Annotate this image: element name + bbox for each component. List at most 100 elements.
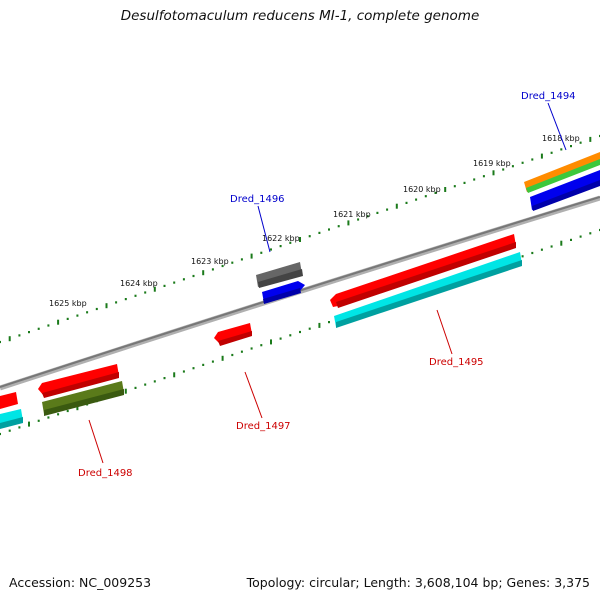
tick-label-1618: 1618 kbp [542,134,580,143]
inner-minor-tick [550,245,553,248]
feature-green[interactable] [526,159,600,193]
outer-minor-tick [473,178,476,181]
outer-minor-tick [579,141,582,144]
inner-major-tick [28,421,30,427]
inner-major-tick [221,355,224,361]
outer-minor-tick [521,161,524,164]
inner-minor-tick [570,238,572,241]
outer-minor-tick [570,145,572,148]
outer-minor-tick [415,198,418,201]
outer-major-tick [250,253,253,259]
outer-minor-tick [192,274,195,278]
feature-red-1497[interactable] [214,323,252,344]
outer-minor-tick [560,148,563,151]
outer-major-tick [153,286,156,292]
inner-minor-tick [231,353,234,357]
outer-minor-tick [37,327,40,330]
inner-minor-tick [250,347,253,350]
gene-label-dred-1496[interactable]: Dred_1496 [230,194,285,205]
gene-label-dred-1497[interactable]: Dred_1497 [236,421,291,432]
outer-minor-tick [144,291,147,294]
inner-minor-tick [240,350,243,353]
inner-minor-tick [308,327,311,330]
outer-minor-tick [28,331,30,334]
inner-minor-tick [279,337,282,340]
inner-major-tick [318,322,321,328]
tick-label-1622: 1622 kbp [262,234,300,243]
outer-minor-tick [482,175,485,178]
gene-label-dred-1498[interactable]: Dred_1498 [78,468,133,479]
outer-major-tick [299,237,301,242]
outer-minor-tick [76,314,79,317]
feature-red-left-edge[interactable] [0,392,18,409]
outer-minor-tick [240,258,243,261]
map-title: Desulfotomaculum reducens MI-1, complete… [120,8,480,24]
outer-major-tick [492,170,495,176]
inner-minor-tick [134,386,137,389]
outer-minor-tick [134,294,137,297]
outer-minor-tick [531,158,534,161]
outer-minor-tick [95,307,98,311]
inner-minor-tick [579,235,582,238]
outer-minor-tick [405,201,408,204]
outer-minor-tick [318,231,321,234]
inner-minor-tick [8,429,11,432]
outer-minor-tick [550,151,553,154]
outer-minor-tick [289,241,292,244]
outer-minor-tick [463,181,466,184]
inner-minor-tick [328,321,330,324]
inner-major-tick [76,405,79,411]
outer-minor-tick [260,251,263,254]
outer-minor-tick [328,228,330,231]
callout-lines [88,102,567,464]
outer-minor-tick [270,248,272,251]
outer-minor-tick [221,264,224,268]
inner-minor-tick [540,248,543,251]
inner-major-tick [270,339,272,345]
outer-tick-track [0,134,600,344]
outer-minor-tick [337,225,340,228]
outer-minor-tick [231,261,234,264]
inner-minor-tick [163,377,166,380]
outer-minor-tick [357,218,360,221]
inner-minor-tick [192,367,195,370]
inner-minor-tick [57,413,60,416]
outer-major-tick [589,136,592,142]
tick-label-1625: 1625 kbp [49,299,87,308]
inner-minor-tick [153,380,156,383]
reverse-features [0,234,522,429]
inner-major-tick [173,372,176,378]
outer-major-tick [395,203,398,209]
inner-minor-tick [66,409,69,413]
outer-minor-tick [182,278,185,281]
outer-minor-tick [308,235,311,238]
inner-minor-tick [260,344,263,347]
outer-minor-tick [47,324,50,327]
inner-minor-tick [299,330,301,334]
gene-label-dred-1494[interactable]: Dred_1494 [521,91,576,102]
feature-blue-1494[interactable] [530,170,600,210]
feature-red-1498[interactable] [38,364,119,396]
outer-minor-tick [386,208,389,211]
outer-major-tick [8,336,11,342]
gene-label-dred-1495[interactable]: Dred_1495 [429,357,484,368]
outer-major-tick [540,153,543,159]
tick-label-1620: 1620 kbp [403,185,441,194]
outer-minor-tick [511,165,514,168]
inner-minor-tick [0,432,1,436]
inner-minor-tick [37,419,40,422]
outer-minor-tick [0,340,1,344]
inner-minor-tick [18,426,21,429]
outer-minor-tick [163,284,166,287]
inner-minor-tick [47,416,50,419]
inner-minor-tick [211,360,214,363]
inner-minor-tick [521,255,524,258]
outer-minor-tick [502,168,505,171]
outer-minor-tick [66,317,69,320]
feature-orange[interactable] [524,152,600,189]
inner-minor-tick [289,334,292,337]
outer-minor-tick [424,195,427,198]
genome-summary-text: Topology: circular; Length: 3,608,104 bp… [246,575,590,590]
outer-minor-tick [279,245,282,248]
